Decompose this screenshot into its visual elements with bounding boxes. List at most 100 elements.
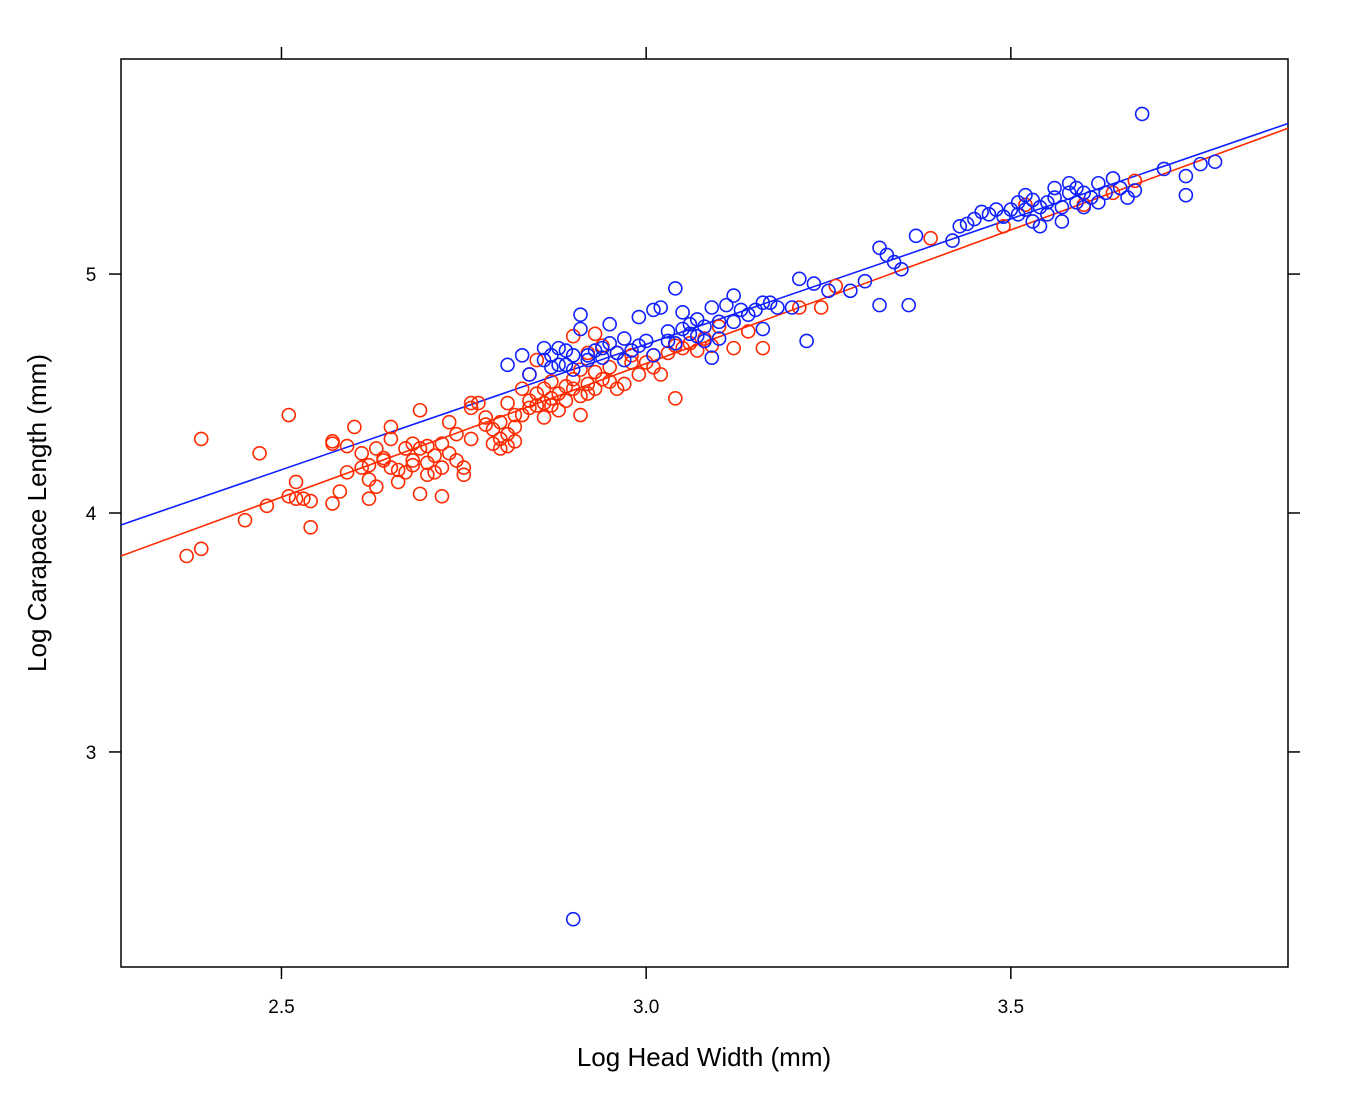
- data-point: [1156, 161, 1172, 177]
- data-point: [339, 438, 355, 454]
- data-point: [1069, 180, 1084, 196]
- data-point: [1193, 156, 1208, 172]
- data-point: [1127, 183, 1143, 198]
- x-tick-label: 3.5: [998, 997, 1024, 1018]
- data-point: [1061, 175, 1077, 191]
- data-point: [726, 340, 741, 356]
- data-point: [1076, 185, 1092, 201]
- data-point: [463, 395, 479, 411]
- data-point: [631, 309, 647, 325]
- data-point: [514, 381, 530, 397]
- data-point: [580, 352, 596, 368]
- data-point: [580, 376, 596, 392]
- data-point: [558, 357, 574, 373]
- data-point: [507, 434, 523, 449]
- plot-panel: [120, 58, 1289, 968]
- data-point: [565, 362, 581, 377]
- data-point: [441, 445, 457, 461]
- data-point: [573, 407, 588, 423]
- data-point: [405, 457, 421, 473]
- data-point: [908, 228, 924, 244]
- data-point: [544, 391, 559, 406]
- data-point: [740, 307, 756, 322]
- data-point: [522, 367, 537, 382]
- data-point: [398, 465, 413, 480]
- data-point: [412, 402, 428, 418]
- data-point: [1061, 185, 1077, 201]
- data-point: [536, 410, 552, 425]
- data-point: [1025, 214, 1041, 229]
- data-point: [288, 491, 304, 506]
- data-point: [303, 493, 318, 509]
- data-point: [405, 436, 421, 452]
- data-point: [558, 343, 574, 358]
- data-point: [646, 347, 661, 363]
- data-point: [427, 448, 442, 463]
- data-point: [1054, 214, 1070, 229]
- data-point: [1032, 218, 1048, 234]
- data-point: [463, 431, 479, 447]
- data-point: [1010, 207, 1026, 222]
- data-point: [193, 431, 209, 447]
- data-point: [660, 333, 676, 349]
- data-point: [1098, 185, 1113, 201]
- data-point: [886, 254, 902, 270]
- data-point: [427, 465, 442, 480]
- data-point: [412, 441, 428, 456]
- data-point: [828, 278, 844, 294]
- data-point: [390, 474, 406, 490]
- data-point: [616, 331, 632, 346]
- data-point: [682, 316, 698, 332]
- data-point: [193, 541, 209, 557]
- data-point: [449, 453, 464, 468]
- data-point: [383, 431, 399, 447]
- data-point: [544, 359, 559, 375]
- data-point: [1105, 171, 1121, 186]
- data-point: [1040, 207, 1055, 222]
- data-point: [711, 331, 727, 346]
- data-point: [792, 300, 807, 315]
- data-point: [383, 460, 399, 475]
- data-point: [565, 328, 581, 344]
- data-point: [573, 362, 588, 377]
- data-point: [1018, 187, 1033, 203]
- data-point: [288, 474, 304, 490]
- data-point: [646, 302, 661, 318]
- data-point: [675, 340, 690, 356]
- data-point: [398, 441, 413, 456]
- data-point: [602, 359, 617, 375]
- data-point: [347, 419, 362, 435]
- data-point: [514, 347, 530, 363]
- data-point: [616, 376, 632, 392]
- data-point: [390, 462, 406, 478]
- y-axis-label: Log Carapace Length (mm): [22, 354, 52, 672]
- data-point: [653, 367, 669, 382]
- data-point: [792, 271, 807, 287]
- axis-ticks: 2.5 3.0 3.5 3 4 5: [86, 47, 1300, 1018]
- x-axis-label: Log Head Width (mm): [577, 1042, 831, 1072]
- data-point: [719, 297, 734, 313]
- data-point: [565, 371, 581, 387]
- data-point: [441, 414, 457, 430]
- data-point: [1112, 180, 1128, 196]
- data-point: [522, 400, 537, 416]
- data-point: [660, 324, 676, 339]
- fit-lines: [120, 122, 1289, 557]
- data-point: [668, 281, 683, 296]
- data-point: [573, 388, 588, 404]
- data-point: [872, 297, 887, 313]
- data-point: [945, 233, 960, 248]
- data-point: [544, 374, 559, 389]
- data-point: [529, 398, 545, 413]
- data-point: [697, 333, 712, 349]
- data-point: [507, 407, 523, 423]
- data-point: [325, 496, 340, 511]
- data-point: [602, 316, 617, 332]
- data-point: [471, 395, 486, 411]
- data-point: [806, 276, 822, 291]
- data-point: [303, 520, 318, 535]
- data-point: [689, 328, 705, 344]
- data-point: [332, 484, 348, 499]
- data-point: [1091, 195, 1106, 210]
- data-point: [339, 465, 355, 480]
